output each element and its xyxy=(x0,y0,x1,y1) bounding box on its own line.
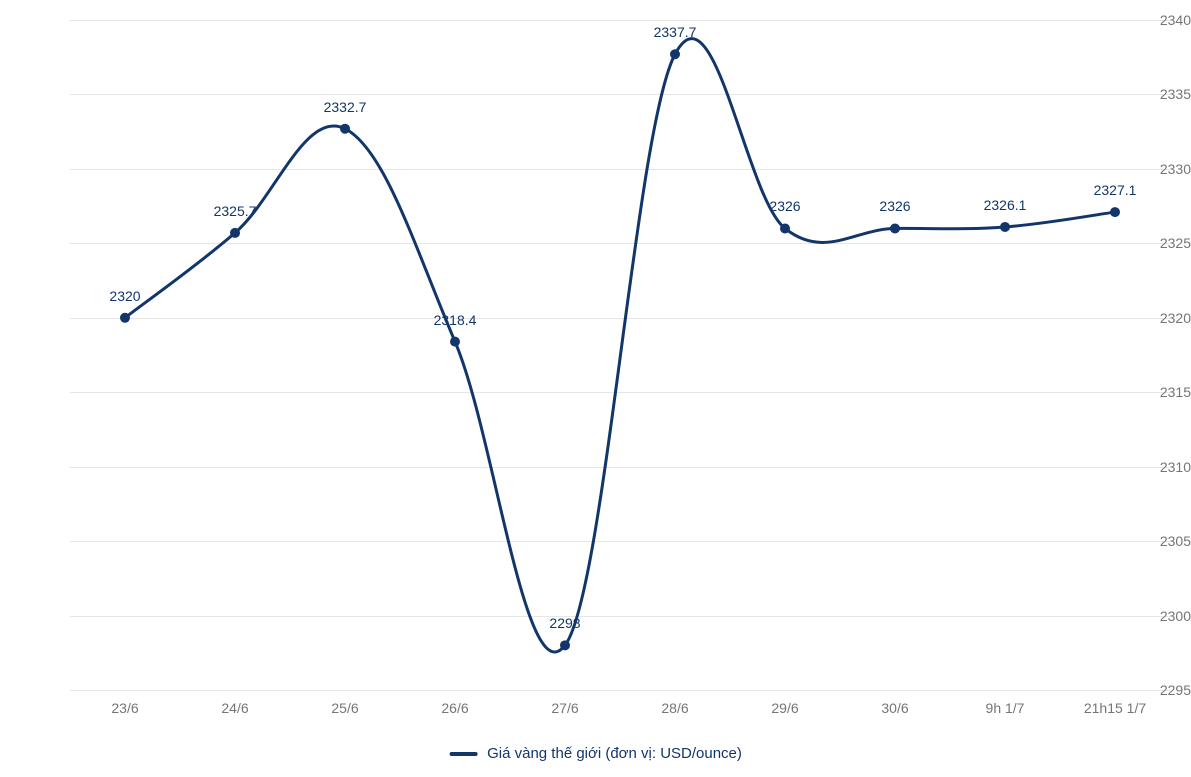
data-point-label: 2298 xyxy=(549,615,580,631)
legend-swatch xyxy=(449,752,477,756)
data-point-marker xyxy=(340,124,350,134)
legend: Giá vàng thế giới (đơn vị: USD/ounce) xyxy=(449,745,742,762)
data-point-marker xyxy=(1000,222,1010,232)
data-point-marker xyxy=(120,313,130,323)
data-point-label: 2326.1 xyxy=(984,197,1027,213)
data-point-label: 2327.1 xyxy=(1094,182,1137,198)
data-point-label: 2326 xyxy=(769,198,800,214)
legend-label: Giá vàng thế giới (đơn vị: USD/ounce) xyxy=(487,745,742,762)
data-point-label: 2318.4 xyxy=(434,312,477,328)
series-line xyxy=(125,39,1115,652)
data-point-label: 2320 xyxy=(109,288,140,304)
data-point-marker xyxy=(670,49,680,59)
data-point-label: 2326 xyxy=(879,198,910,214)
data-point-marker xyxy=(780,223,790,233)
data-point-marker xyxy=(1110,207,1120,217)
chart-svg xyxy=(0,0,1191,777)
gold-price-line-chart: 2295230023052310231523202325233023352340… xyxy=(0,0,1191,777)
data-point-marker xyxy=(450,337,460,347)
data-point-marker xyxy=(890,223,900,233)
data-point-marker xyxy=(230,228,240,238)
data-point-label: 2332.7 xyxy=(324,99,367,115)
data-point-label: 2325.7 xyxy=(214,203,257,219)
data-point-label: 2337.7 xyxy=(654,24,697,40)
data-point-marker xyxy=(560,640,570,650)
